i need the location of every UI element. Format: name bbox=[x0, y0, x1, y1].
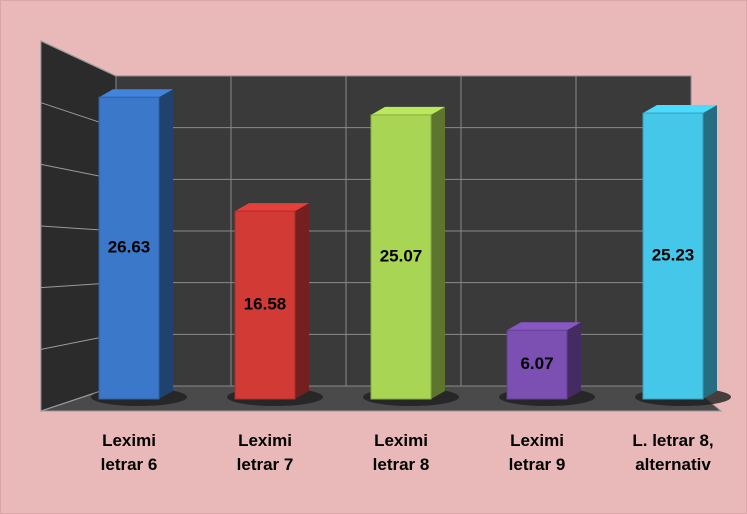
category-label: Leximi letrar 6 bbox=[100, 431, 158, 474]
bar bbox=[506, 329, 568, 400]
bar bbox=[234, 210, 296, 400]
bar bbox=[642, 112, 704, 400]
bars: 26.63 16.58 25.07 6.07 25.23 bbox=[91, 89, 731, 406]
bar-top bbox=[371, 106, 445, 115]
value-label: 26.63 bbox=[108, 238, 151, 257]
category-label: Leximi letrar 9 bbox=[508, 431, 566, 474]
bar-side bbox=[431, 106, 445, 399]
bar-top bbox=[235, 203, 309, 212]
bar-top bbox=[507, 322, 581, 331]
value-label: 6.07 bbox=[520, 354, 553, 373]
bar bbox=[370, 114, 432, 400]
bar-side bbox=[159, 89, 173, 400]
bar bbox=[98, 96, 160, 400]
bar-side bbox=[295, 203, 309, 399]
bar-side bbox=[703, 105, 717, 399]
bar-top bbox=[643, 105, 717, 114]
value-label: 25.07 bbox=[380, 246, 423, 265]
category-label: Leximi letrar 8 bbox=[372, 431, 430, 474]
side-grid-line bbox=[40, 40, 117, 77]
value-label: 16.58 bbox=[244, 295, 287, 314]
bar-top bbox=[99, 89, 173, 98]
value-label: 25.23 bbox=[652, 246, 695, 265]
category-label: L. letrar 8, alternativ bbox=[632, 431, 714, 474]
bar-side bbox=[567, 322, 581, 399]
category-label: Leximi letrar 7 bbox=[236, 431, 294, 474]
